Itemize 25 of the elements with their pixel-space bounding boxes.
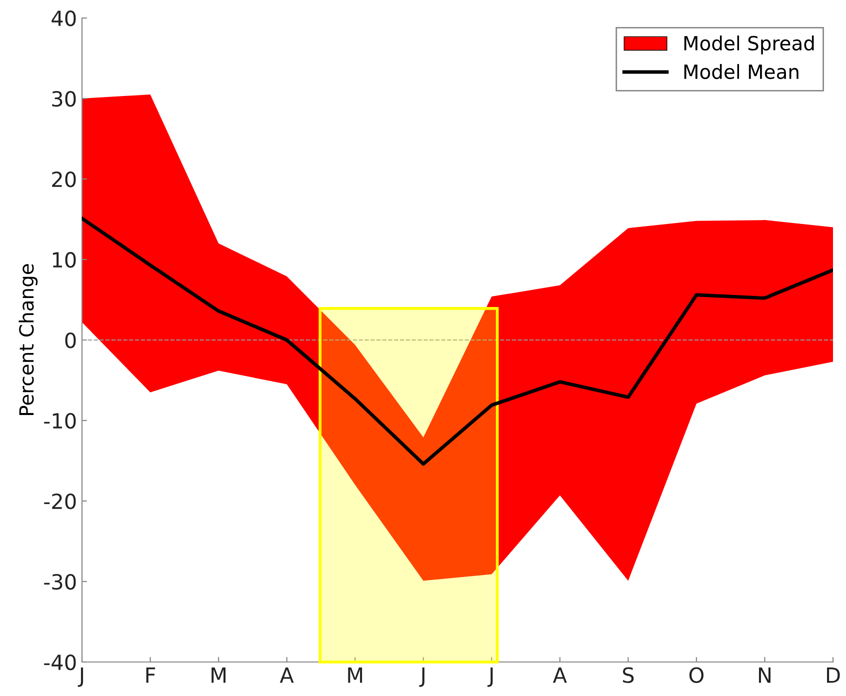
x-tick-label: M	[348, 668, 362, 683]
x-tick-label: O	[689, 667, 704, 683]
line-series	[82, 216, 833, 466]
y-tick-label: 30	[52, 90, 76, 107]
y-tick-label: -20	[44, 493, 76, 510]
x-tick-label: A	[552, 668, 567, 683]
y-tick-label: -40	[44, 654, 76, 670]
y-tick-label: -10	[44, 412, 76, 429]
x-tick-label: A	[280, 668, 294, 683]
x-tick-label: N	[758, 668, 770, 683]
x-tick-label: S	[622, 667, 634, 683]
y-tick-label: 10	[52, 252, 76, 268]
x-tick-label: J	[78, 668, 84, 687]
legend-label: Model Mean	[684, 64, 798, 80]
x-tick-label: D	[827, 668, 840, 683]
legend-label: Model Spread	[684, 36, 814, 54]
y-tick-label: 20	[52, 171, 76, 188]
y-axis-title: Percent Change	[18, 264, 38, 415]
x-tick-label: F	[146, 668, 156, 683]
y-tick-label: 40	[52, 10, 76, 26]
x-tick-label: J	[419, 668, 424, 687]
x-tick-label: M	[212, 668, 226, 683]
y-tick-label: -30	[44, 574, 76, 590]
y-tick-label: 0	[65, 332, 76, 348]
x-tick-label: J	[487, 668, 493, 687]
